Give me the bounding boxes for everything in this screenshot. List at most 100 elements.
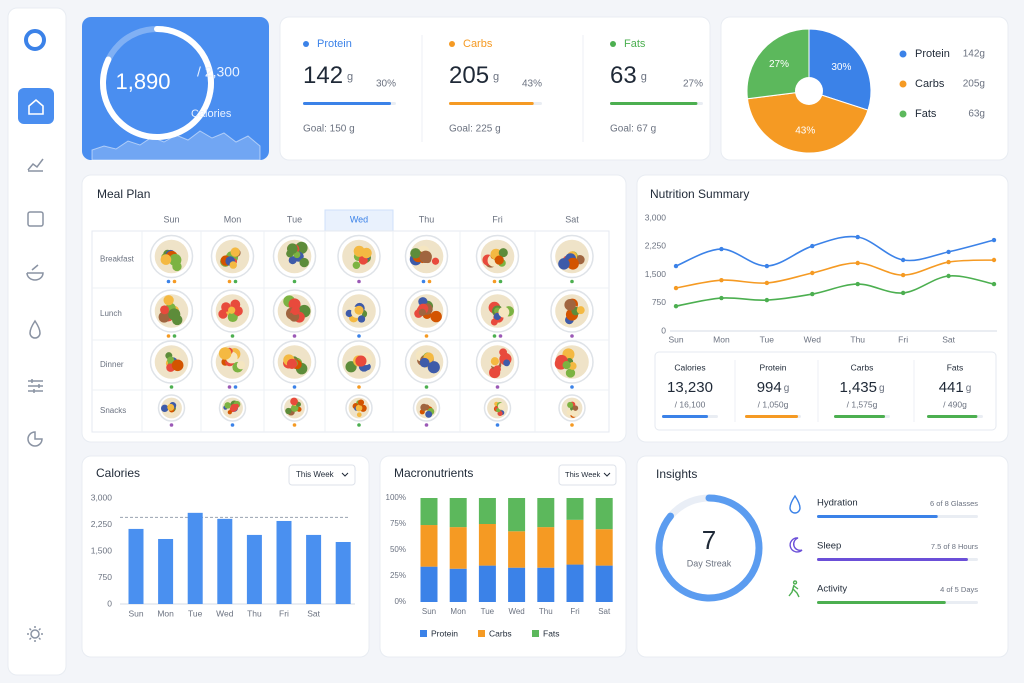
line-series [675, 235, 995, 267]
nav-bowl[interactable] [26, 264, 44, 281]
period-label: This Week [296, 470, 335, 479]
y-tick-label: 2,250 [91, 519, 113, 529]
nav-water[interactable] [29, 319, 41, 339]
line-point [810, 291, 815, 297]
legend-swatch [420, 630, 427, 637]
legend-dot [899, 50, 907, 58]
food-item [161, 404, 169, 413]
progress-fill [927, 415, 978, 418]
insight-icon [789, 494, 801, 514]
x-tick-label: Sun [668, 334, 683, 344]
amount-unit: g [641, 71, 647, 83]
bar [276, 520, 292, 604]
x-tick-label: Sat [942, 334, 955, 344]
line-point [673, 285, 679, 291]
bar-segment [478, 524, 496, 566]
meal-dot [227, 279, 232, 284]
bar-segment [478, 565, 496, 602]
line-point [855, 260, 860, 266]
insight-label: 6 of 8 Glasses [930, 499, 978, 508]
total-value: 994 g [757, 379, 790, 396]
meal-dot [424, 334, 429, 338]
dropdown-chevron [341, 472, 349, 477]
meal-dot [427, 279, 432, 284]
line-point [991, 281, 997, 287]
food-item [562, 361, 571, 370]
macro-amount: 142 g [303, 62, 353, 89]
total-unit: g [784, 383, 790, 394]
food-item [419, 250, 432, 264]
total-number: 441 [939, 379, 964, 396]
progress-fill [834, 415, 886, 418]
nav-reports[interactable] [27, 431, 43, 447]
x-tick-label: Wed [508, 607, 524, 616]
macro-goal: Goal: 225 g [449, 124, 501, 135]
total-name: Fats [947, 362, 964, 372]
nav-stats[interactable] [27, 158, 44, 172]
bar-segment [537, 498, 555, 528]
card [7, 7, 67, 676]
day-label: Tue [287, 214, 302, 224]
legend-label: Fats [915, 108, 937, 120]
nav-home[interactable] [18, 88, 54, 124]
insight-label: 4 of 5 Days [940, 585, 978, 594]
nav-calendar[interactable] [27, 211, 44, 227]
insight-label: 7.5 of 8 Hours [931, 542, 978, 551]
meal-dot [424, 423, 429, 427]
line-point [719, 246, 724, 252]
food-item [230, 247, 240, 257]
meal-dot [495, 423, 500, 427]
bar-segment [449, 498, 467, 528]
period-dropdown[interactable] [558, 464, 617, 486]
food-item [167, 356, 175, 364]
line-point [719, 295, 724, 301]
total-goal: / 1,050g [758, 399, 789, 409]
food-item [285, 407, 292, 415]
line-series [675, 275, 995, 307]
bar [217, 518, 233, 604]
nav-settings[interactable] [28, 379, 43, 393]
x-tick-label: Tue [481, 607, 495, 616]
meal-dot [357, 279, 361, 284]
macro-dot [610, 41, 616, 47]
period-dropdown[interactable] [288, 464, 356, 486]
insight-icon [788, 580, 800, 598]
calories-caption: Calories [191, 108, 232, 120]
day-label: Sat [565, 214, 579, 224]
food-item [564, 299, 576, 311]
streak-caption: Day Streak [687, 558, 732, 568]
meal-dot [292, 334, 297, 338]
food-item [490, 357, 499, 366]
bar-segment [566, 519, 584, 565]
chart-title: Calories [96, 466, 140, 480]
line-point [991, 257, 997, 263]
insight-name: Activity [817, 584, 847, 595]
macro-name: Fats [624, 38, 646, 50]
y-tick-label: 100% [386, 493, 406, 502]
nav-theme-rays [27, 626, 43, 642]
meal-dot [570, 334, 574, 338]
total-value: 1,435 g [839, 379, 884, 396]
food-item [355, 404, 363, 412]
meal-dot [492, 279, 497, 284]
macro-amount: 63 g [610, 62, 647, 89]
total-number: 1,435 [839, 379, 877, 396]
food-item [425, 410, 433, 418]
food-item [357, 315, 366, 323]
food-item [498, 306, 510, 318]
legend-dot [899, 80, 907, 88]
line-point [673, 263, 679, 269]
total-goal: / 1,575g [847, 399, 878, 409]
amount-unit: g [493, 71, 499, 83]
legend-label: Carbs [915, 78, 945, 90]
calories-goal: / 2,300 [197, 64, 240, 80]
macro-dot [303, 41, 309, 47]
nav-theme[interactable] [30, 629, 40, 639]
food-item [558, 258, 570, 270]
bar [246, 534, 262, 604]
legend-label: Carbs [489, 628, 512, 638]
meal-label: Snacks [100, 406, 126, 415]
macro-dot [449, 41, 455, 47]
meal-dot [233, 279, 238, 284]
